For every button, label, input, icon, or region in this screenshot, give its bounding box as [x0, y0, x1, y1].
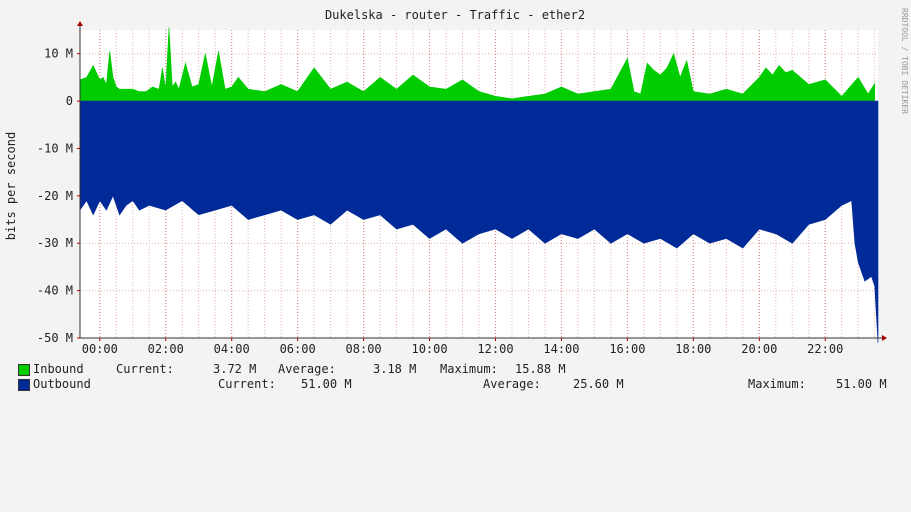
- x-tick-label: 16:00: [609, 342, 645, 356]
- x-tick-label: 22:00: [807, 342, 843, 356]
- rrdtool-credit: RRDTOOL / TOBI OETIKER: [900, 8, 909, 114]
- axes: [77, 21, 887, 341]
- outbound-swatch: [18, 379, 30, 391]
- inbound-current-label: Current:: [116, 362, 174, 376]
- inbound-maximum-label: Maximum:: [440, 362, 498, 376]
- y-tick-label: -50 M: [37, 331, 73, 345]
- outbound-average-label: Average:: [483, 377, 541, 391]
- inbound-name: Inbound: [33, 362, 84, 376]
- series-area-outbound: [79, 100, 879, 343]
- y-tick-label: -10 M: [37, 141, 73, 155]
- x-tick-label: 00:00: [82, 342, 118, 356]
- series-area-inbound: [79, 27, 876, 102]
- y-tick-label: 10 M: [44, 47, 73, 61]
- x-tick-label: 10:00: [411, 342, 447, 356]
- inbound-average-label: Average:: [278, 362, 336, 376]
- chart-title: Dukelska - router - Traffic - ether2: [325, 8, 585, 22]
- y-tick-label: -30 M: [37, 236, 73, 250]
- y-axis-arrow: [77, 21, 83, 26]
- outbound-average: 25.60 M: [573, 377, 624, 391]
- outbound-current-label: Current:: [218, 377, 276, 391]
- traffic-chart: Dukelska - router - Traffic - ether2 RRD…: [4, 8, 909, 356]
- y-axis-label: bits per second: [4, 132, 18, 240]
- x-tick-label: 06:00: [280, 342, 316, 356]
- x-tick-label: 04:00: [214, 342, 250, 356]
- inbound-maximum: 15.88 M: [515, 362, 566, 376]
- x-tick-label: 14:00: [543, 342, 579, 356]
- y-tick-label: 0: [66, 94, 73, 108]
- x-tick-label: 12:00: [477, 342, 513, 356]
- x-ticks: 00:00 02:00 04:00 06:00 08:00 10:00 12:00 14:00…: [82, 338, 843, 356]
- x-tick-label: 08:00: [346, 342, 382, 356]
- x-tick-label: 20:00: [741, 342, 777, 356]
- outbound-current: 51.00 M: [301, 377, 352, 391]
- y-tick-label: -40 M: [37, 284, 73, 298]
- legend-inbound: Inbound Current: 3.72 M Average: 3.18 M …: [18, 362, 566, 377]
- outbound-maximum-label: Maximum:: [748, 377, 806, 391]
- y-tick-label: -20 M: [37, 189, 73, 203]
- inbound-average: 3.18 M: [373, 362, 417, 376]
- x-tick-label: 18:00: [675, 342, 711, 356]
- outbound-maximum: 51.00 M: [836, 377, 887, 391]
- inbound-current: 3.72 M: [213, 362, 257, 376]
- x-axis-arrow: [882, 335, 887, 341]
- legend-outbound: Outbound Current: 51.00 M Average: 25.60…: [18, 377, 887, 392]
- series-layer: [79, 27, 879, 343]
- outbound-name: Outbound: [33, 377, 91, 391]
- inbound-swatch: [18, 364, 30, 376]
- x-tick-label: 02:00: [148, 342, 184, 356]
- y-ticks: 10 M 0 -10 M -20 M -30 M -40 M -50 M: [37, 47, 80, 345]
